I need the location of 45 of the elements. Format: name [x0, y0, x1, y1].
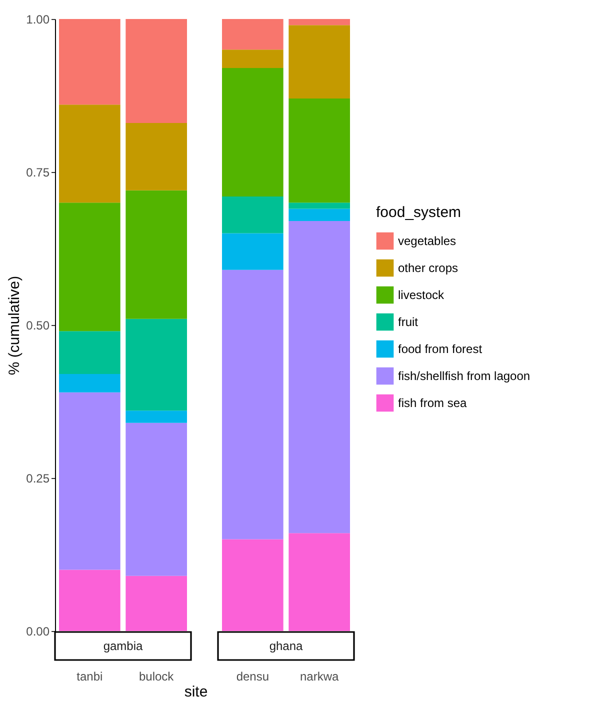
- bar: [59, 331, 120, 374]
- bar: [126, 410, 187, 423]
- legend-title: food_system: [376, 204, 462, 221]
- x-tick-label: narkwa: [300, 670, 339, 684]
- y-tick-label: 0.50: [26, 318, 50, 332]
- bar: [126, 422, 187, 576]
- bar: [288, 202, 350, 209]
- bar: [222, 233, 284, 270]
- x-tick-label: bulock: [138, 670, 175, 684]
- bar: [59, 202, 120, 332]
- x-axis-title: site: [184, 684, 208, 700]
- bar: [59, 104, 120, 203]
- bar: [288, 25, 350, 99]
- y-tick-label: 0.25: [26, 472, 50, 486]
- bar: [222, 270, 284, 540]
- y-axis-title: % (cumulative): [6, 276, 24, 376]
- legend-label: livestock: [398, 288, 446, 302]
- legend-label: fish from sea: [398, 396, 468, 410]
- bar: [126, 318, 187, 411]
- legend-label: vegetables: [398, 234, 456, 248]
- bar: [126, 19, 187, 124]
- bar: [59, 19, 120, 105]
- bar: [59, 374, 120, 392]
- bar: [288, 19, 350, 26]
- bar: [222, 50, 284, 68]
- bar: [222, 68, 284, 196]
- text: gambia: [103, 639, 144, 653]
- bar: [59, 392, 120, 570]
- bar: [222, 19, 284, 50]
- legend-label: fruit: [398, 315, 419, 329]
- legend-label: food from forest: [398, 342, 483, 356]
- y-tick-label: 0.00: [26, 624, 50, 638]
- bar: [126, 190, 187, 319]
- y-tick-label: 1.00: [26, 12, 50, 26]
- bar: [288, 220, 350, 534]
- y-tick-label: 0.75: [26, 166, 50, 180]
- bar: [126, 123, 187, 190]
- x-tick-label: densu: [236, 670, 270, 684]
- bar: [288, 98, 350, 203]
- text: ghana: [269, 639, 304, 653]
- x-tick-label: tanbi: [76, 670, 103, 684]
- bar: [222, 196, 284, 234]
- legend-label: other crops: [398, 261, 458, 275]
- legend-label: fish/shellfish from lagoon: [398, 369, 530, 383]
- bar: [288, 208, 350, 221]
